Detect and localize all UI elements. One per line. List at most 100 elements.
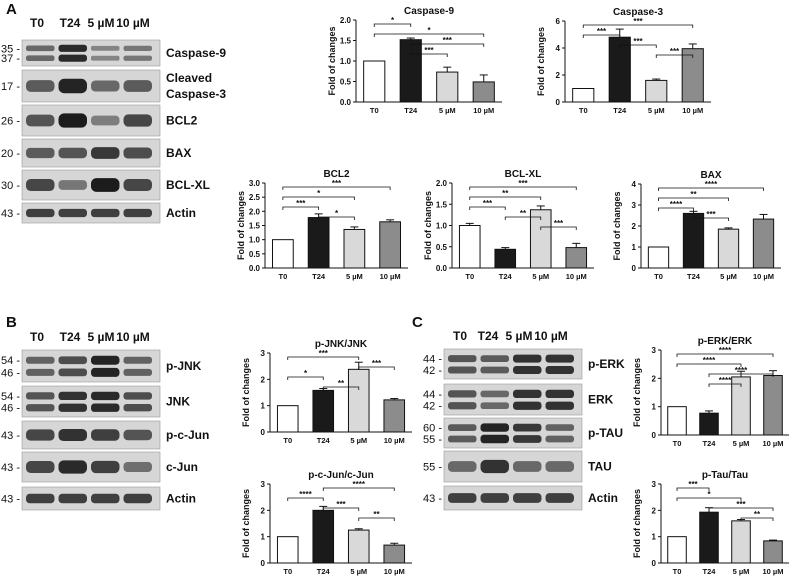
blot-strip: 43 - c-Jun [1, 451, 198, 483]
blot-background [443, 417, 583, 449]
y-tick-label: 2 [652, 374, 657, 383]
y-tick-label: 2 [261, 375, 266, 384]
x-tick-label: T0 [673, 567, 682, 576]
x-tick-label: T0 [283, 436, 292, 445]
bar [276, 536, 299, 564]
molecular-weight-marker: 30 - [1, 180, 20, 192]
significance-label: *** [633, 37, 643, 46]
significance-label: * [391, 16, 395, 25]
significance-label: ** [690, 190, 697, 199]
y-tick-label: 1 [261, 533, 266, 542]
blot-strip: 43 - p-c-Jun [1, 420, 209, 450]
protein-band [91, 147, 120, 159]
lane-label: 10 µM [116, 330, 150, 344]
y-tick-label: 0 [652, 431, 657, 440]
molecular-weight-marker: 54 - [1, 355, 20, 367]
significance-bracket [318, 216, 355, 220]
molecular-weight-marker: 46 - [1, 403, 20, 415]
protein-band [58, 54, 87, 62]
significance-label: *** [424, 46, 434, 55]
y-tick-label: 6 [556, 17, 561, 26]
y-tick-label: 0 [652, 559, 657, 568]
protein-band [91, 55, 120, 61]
protein-band [58, 460, 87, 474]
bar [343, 228, 366, 269]
x-tick-label: 10 µM [753, 272, 774, 281]
significance-bracket [322, 386, 360, 390]
x-tick-label: T24 [317, 436, 331, 445]
significance-label: *** [736, 500, 746, 509]
protein-band [448, 461, 477, 472]
molecular-weight-marker: 43 - [1, 462, 20, 474]
y-axis-label: Fold of changes [536, 27, 546, 96]
significance-label: *** [518, 179, 528, 188]
lane-label: T24 [478, 329, 499, 343]
x-tick-label: 5 µM [350, 436, 367, 445]
chart-title: Caspase-9 [404, 6, 454, 17]
protein-label: Actin [588, 491, 618, 505]
bar [731, 520, 751, 564]
significance-bracket [655, 54, 694, 58]
protein-band [123, 55, 152, 61]
y-tick-label: 1.5 [249, 222, 261, 231]
bar [363, 60, 386, 103]
lane-label: T24 [60, 16, 81, 30]
molecular-weight-marker: 43 - [423, 493, 442, 505]
y-tick-label: 0.5 [249, 250, 261, 259]
protein-label: Cleaved [166, 71, 212, 85]
protein-band [123, 493, 152, 504]
significance-bracket [658, 207, 694, 211]
x-tick-label: T0 [673, 439, 682, 448]
x-tick-label: 10 µM [682, 106, 703, 115]
significance-label: * [707, 490, 711, 499]
y-tick-label: 0 [632, 264, 637, 273]
y-axis-label: Fold of changes [632, 358, 642, 427]
significance-label: * [427, 26, 431, 35]
significance-label: ** [502, 189, 509, 198]
y-tick-label: 4 [632, 180, 637, 189]
protein-label: p-ERK [588, 357, 625, 371]
y-tick-label: 2 [261, 506, 266, 515]
significance-bracket [322, 487, 395, 491]
molecular-weight-marker: 26 - [1, 116, 20, 128]
protein-band [91, 367, 120, 377]
molecular-weight-marker: 60 - [423, 423, 442, 435]
protein-band [58, 208, 87, 218]
protein-label: BAX [166, 146, 191, 160]
x-tick-label: 5 µM [733, 567, 750, 576]
significance-bracket [676, 363, 742, 367]
bar [667, 406, 687, 436]
blot-strip: 43 - Actin [1, 486, 196, 511]
molecular-weight-marker: 37 - [1, 53, 20, 65]
significance-label: *** [706, 210, 716, 219]
y-axis-label: Fold of changes [236, 191, 246, 260]
significance-label: *** [372, 359, 382, 368]
y-tick-label: 2.5 [249, 193, 261, 202]
significance-bracket [708, 507, 774, 511]
x-tick-label: T24 [687, 272, 701, 281]
significance-bracket [282, 196, 355, 200]
protein-band [91, 45, 120, 51]
protein-band [123, 429, 152, 441]
bar [699, 412, 719, 436]
blot-strip: 54 -46 - JNK [1, 385, 190, 418]
significance-bracket [373, 33, 485, 37]
x-tick-label: T0 [370, 106, 379, 115]
x-tick-label: 10 µM [473, 106, 494, 115]
x-tick-label: T24 [404, 106, 418, 115]
bar [667, 536, 687, 564]
y-tick-label: 1 [632, 243, 637, 252]
x-tick-label: T24 [317, 567, 331, 576]
x-tick-label: T24 [312, 272, 326, 281]
protein-band [513, 493, 542, 503]
significance-label: ** [373, 510, 380, 519]
significance-label: **** [719, 376, 732, 385]
y-tick-label: 3 [261, 480, 266, 489]
protein-label: Actin [166, 492, 196, 506]
y-tick-label: 0 [261, 559, 266, 568]
significance-bracket [410, 53, 448, 57]
